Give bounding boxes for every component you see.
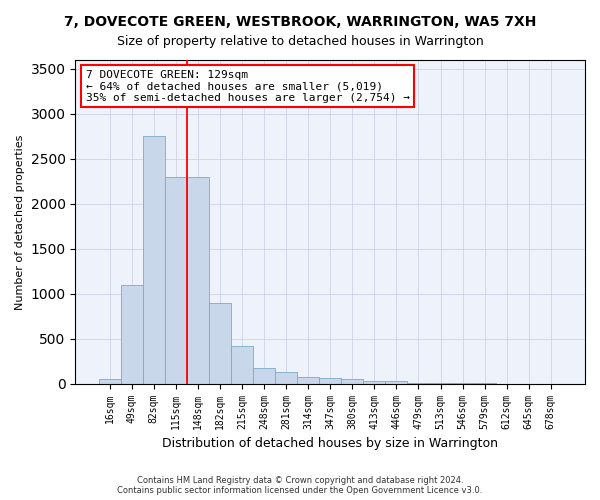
- Bar: [165, 177, 187, 384]
- Y-axis label: Number of detached properties: Number of detached properties: [15, 134, 25, 310]
- Bar: [187, 177, 209, 384]
- Text: Size of property relative to detached houses in Warrington: Size of property relative to detached ho…: [116, 35, 484, 48]
- Bar: [385, 380, 407, 384]
- Bar: [121, 285, 143, 384]
- Bar: [253, 368, 275, 384]
- Bar: [143, 136, 165, 384]
- X-axis label: Distribution of detached houses by size in Warrington: Distribution of detached houses by size …: [162, 437, 498, 450]
- Text: Contains HM Land Registry data © Crown copyright and database right 2024.
Contai: Contains HM Land Registry data © Crown c…: [118, 476, 482, 495]
- Text: 7, DOVECOTE GREEN, WESTBROOK, WARRINGTON, WA5 7XH: 7, DOVECOTE GREEN, WESTBROOK, WARRINGTON…: [64, 15, 536, 29]
- Bar: [275, 372, 297, 384]
- Bar: [319, 378, 341, 384]
- Bar: [98, 378, 121, 384]
- Bar: [231, 346, 253, 384]
- Bar: [341, 378, 363, 384]
- Bar: [297, 376, 319, 384]
- Bar: [363, 380, 385, 384]
- Bar: [407, 383, 430, 384]
- Text: 7 DOVECOTE GREEN: 129sqm
← 64% of detached houses are smaller (5,019)
35% of sem: 7 DOVECOTE GREEN: 129sqm ← 64% of detach…: [86, 70, 410, 103]
- Bar: [209, 303, 231, 384]
- Bar: [430, 383, 452, 384]
